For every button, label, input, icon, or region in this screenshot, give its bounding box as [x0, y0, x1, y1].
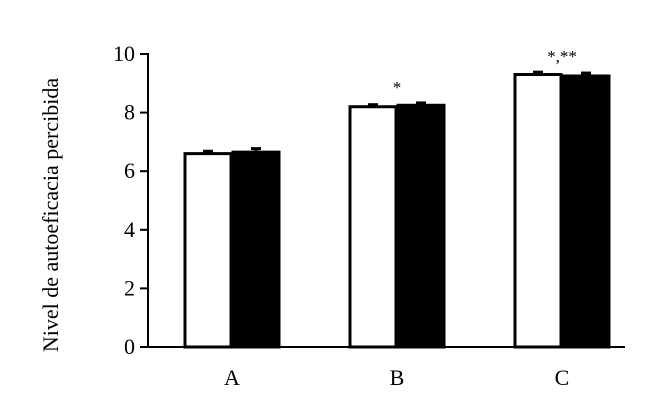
y-axis-title: Nivel de autoeficacia percibida	[38, 78, 63, 352]
bar-b-series-2	[396, 103, 446, 349]
bar-a-series-2	[231, 150, 281, 349]
significance-label-b: *	[393, 78, 402, 97]
y-tick-label-10: 10	[113, 41, 135, 66]
labels-layer: 0 2 4 6 8 10 A B C * *,**	[113, 41, 577, 390]
significance-label-c: *,**	[547, 47, 577, 66]
bar-a-series-1	[183, 152, 233, 349]
y-tick-label-2: 2	[124, 275, 135, 300]
y-tick-label-8: 8	[124, 100, 135, 125]
bar-c-series-2	[561, 74, 611, 349]
bar-c-series-1	[513, 73, 563, 349]
bar-b-series-1	[348, 105, 398, 349]
x-tick-label-c: C	[555, 365, 570, 390]
y-tick-label-0: 0	[124, 334, 135, 359]
x-tick-label-a: A	[224, 365, 240, 390]
x-tick-label-b: B	[390, 365, 405, 390]
axes-layer	[140, 53, 625, 348]
error-bars-layer	[203, 70, 591, 154]
y-tick-label-4: 4	[124, 217, 135, 242]
y-tick-label-6: 6	[124, 158, 135, 183]
bars-layer	[183, 73, 611, 349]
